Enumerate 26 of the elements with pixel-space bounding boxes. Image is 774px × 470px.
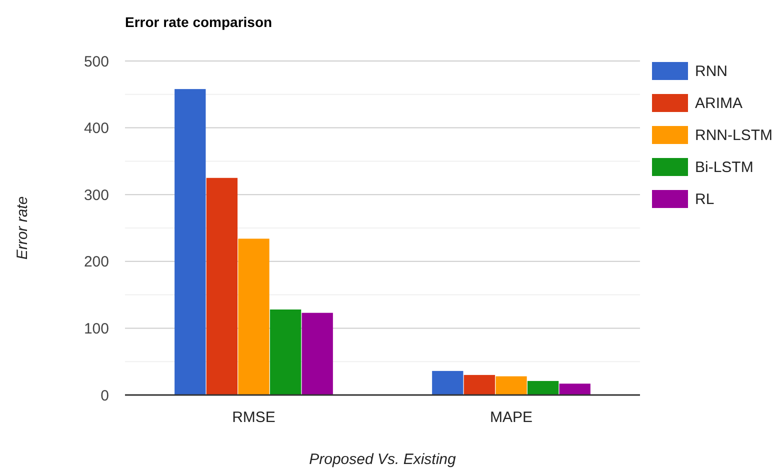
bar (238, 238, 270, 395)
x-axis-title: Proposed Vs. Existing (309, 451, 457, 468)
legend-label: ARIMA (695, 95, 743, 112)
bar (527, 380, 559, 395)
legend-label: Bi-LSTM (695, 159, 754, 176)
bar (206, 178, 238, 395)
bar (270, 309, 302, 395)
y-tick-label: 500 (84, 53, 109, 70)
bar (302, 312, 333, 395)
x-tick-label: RMSE (232, 409, 276, 426)
y-tick-label: 200 (84, 254, 109, 271)
y-tick-label: 300 (84, 186, 109, 204)
chart-title: Error rate comparison (125, 14, 272, 30)
y-axis-title: Error rate (14, 196, 31, 260)
y-tick-label: 0 (100, 387, 109, 404)
legend-label: RL (695, 191, 714, 208)
bar (432, 370, 464, 395)
bar (174, 89, 206, 395)
legend-label: RNN-LSTM (695, 127, 772, 144)
x-tick-label: MAPE (490, 409, 533, 426)
y-tick-label: 100 (84, 320, 109, 338)
bar (559, 384, 590, 395)
bar (464, 374, 496, 395)
bar (496, 376, 527, 395)
y-tick-label: 400 (84, 120, 109, 138)
legend-label: RNN (695, 63, 728, 80)
